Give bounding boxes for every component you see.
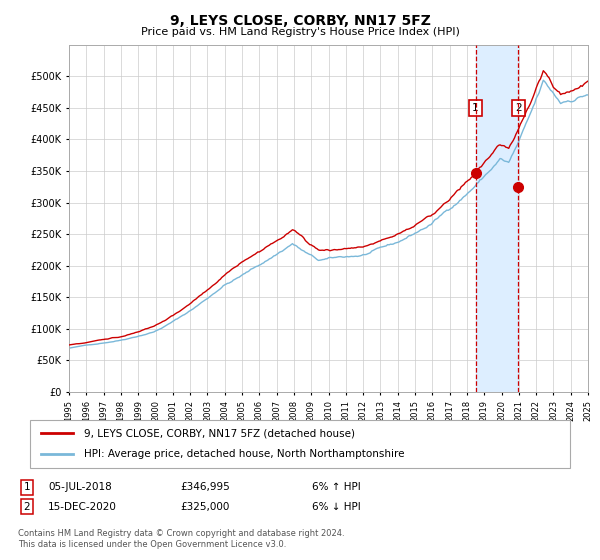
Text: 05-JUL-2018: 05-JUL-2018 [48, 482, 112, 492]
Text: 1: 1 [23, 482, 31, 492]
Text: HPI: Average price, detached house, North Northamptonshire: HPI: Average price, detached house, Nort… [84, 449, 404, 459]
Text: 1: 1 [472, 103, 479, 113]
Text: 6% ↑ HPI: 6% ↑ HPI [312, 482, 361, 492]
Text: 2: 2 [23, 502, 31, 512]
Text: £346,995: £346,995 [180, 482, 230, 492]
Text: 9, LEYS CLOSE, CORBY, NN17 5FZ: 9, LEYS CLOSE, CORBY, NN17 5FZ [170, 14, 430, 28]
Text: 2: 2 [515, 103, 521, 113]
Text: 9, LEYS CLOSE, CORBY, NN17 5FZ (detached house): 9, LEYS CLOSE, CORBY, NN17 5FZ (detached… [84, 428, 355, 438]
Bar [476, 45, 518, 392]
Text: £325,000: £325,000 [180, 502, 229, 512]
Text: 6% ↓ HPI: 6% ↓ HPI [312, 502, 361, 512]
Text: 15-DEC-2020: 15-DEC-2020 [48, 502, 117, 512]
Text: Price paid vs. HM Land Registry's House Price Index (HPI): Price paid vs. HM Land Registry's House … [140, 27, 460, 37]
Text: Contains HM Land Registry data © Crown copyright and database right 2024.
This d: Contains HM Land Registry data © Crown c… [18, 529, 344, 549]
